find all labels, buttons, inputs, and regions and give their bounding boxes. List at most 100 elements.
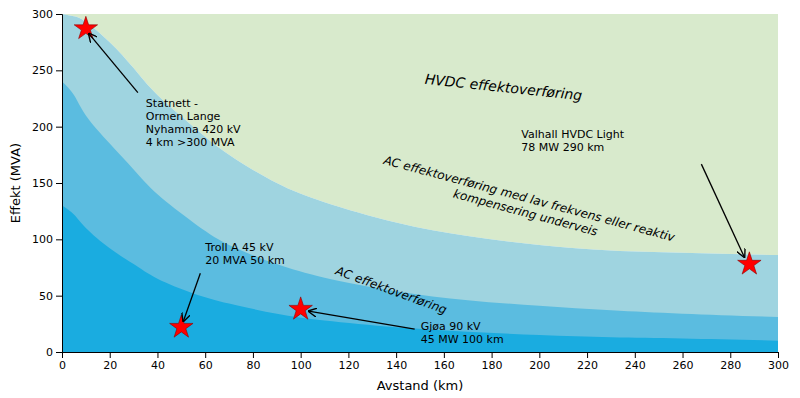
y-axis-tick-mark: [56, 183, 62, 184]
x-axis-tick-mark: [348, 352, 349, 358]
x-axis-tick: 260: [673, 352, 694, 372]
y-axis-tick-label: 100: [32, 233, 53, 246]
x-axis-tick: 280: [720, 352, 741, 372]
chart: 0 20 40 60 80 100 120 140 160 180 200 220 240 260 280 3…: [0, 0, 800, 398]
x-axis-tick-label: 0: [59, 359, 66, 372]
star-point: [289, 297, 312, 319]
x-axis-tick-mark: [778, 352, 779, 358]
annotation-label-line: Ormen Lange: [146, 110, 221, 123]
x-axis-tick-label: 240: [625, 359, 646, 372]
region-label-line: AC effektoverføring med lav frekvens ell…: [381, 153, 677, 245]
y-axis-tick-label: 50: [39, 290, 53, 303]
x-axis-tick-label: 280: [720, 359, 741, 372]
y-axis-tick: 100: [32, 233, 62, 246]
y-axis-tick: 50: [39, 290, 62, 303]
region-label-line: AC effektoverføring: [333, 263, 449, 317]
y-axis-tick: 300: [32, 8, 62, 21]
region-area: [62, 82, 778, 352]
y-axis-tick-label: 200: [32, 121, 53, 134]
annotation-label: Gjøa 90 kV45 MW 100 km: [421, 320, 504, 346]
y-axis-title: Effekt (MVA): [8, 143, 23, 223]
star-point: [74, 16, 97, 38]
x-axis-tick: 60: [199, 352, 213, 372]
x-axis-tick-mark: [683, 352, 684, 358]
x-axis-tick-mark: [444, 352, 445, 358]
x-axis-tick: 20: [103, 352, 117, 372]
x-axis-tick-label: 100: [291, 359, 312, 372]
annotation-label-line: Nyhamna 420 kV: [146, 123, 241, 136]
y-axis-tick-label: 150: [32, 177, 53, 190]
x-axis-tick-mark: [587, 352, 588, 358]
region-label-line: HVDC effektoverføring: [424, 71, 583, 103]
x-axis-tick: 200: [529, 352, 550, 372]
y-axis-tick-mark: [56, 14, 62, 15]
star-point: [738, 252, 761, 274]
plot-area: [62, 14, 778, 352]
y-axis-tick: 200: [32, 121, 62, 134]
x-axis-tick: 180: [482, 352, 503, 372]
region-label: AC effektoverføring med lav frekvens ell…: [377, 153, 677, 259]
x-axis-tick-label: 60: [199, 359, 213, 372]
x-axis-tick-label: 20: [103, 359, 117, 372]
x-axis-tick-mark: [253, 352, 254, 358]
y-axis-tick-label: 0: [46, 346, 53, 359]
annotation-arrow: [701, 164, 744, 257]
region-label-line: kompensering underveis: [452, 187, 599, 239]
annotation-label-line: Statnett -: [146, 97, 198, 110]
x-axis-tick-label: 120: [338, 359, 359, 372]
y-axis-tick-mark: [56, 127, 62, 128]
y-axis-tick-mark: [56, 239, 62, 240]
y-axis: 0 50 100 150 200 250 300: [32, 8, 63, 359]
annotation-label-line: 78 MW 290 km: [521, 141, 604, 154]
x-axis-tick: 300: [768, 352, 789, 372]
annotation-arrow: [183, 273, 200, 321]
x-axis-tick: 220: [577, 352, 598, 372]
x-axis-tick-label: 200: [529, 359, 550, 372]
x-axis-tick: 240: [625, 352, 646, 372]
y-axis-tick-mark: [56, 70, 62, 71]
x-axis-tick: 160: [434, 352, 455, 372]
annotation-label-line: 45 MW 100 km: [421, 333, 504, 346]
x-axis-tick: 40: [151, 352, 165, 372]
y-axis-tick: 0: [46, 346, 62, 359]
x-axis-tick: 120: [338, 352, 359, 372]
x-axis-tick-label: 260: [673, 359, 694, 372]
annotation-label: Valhall HVDC Light78 MW 290 km: [521, 128, 624, 154]
y-axis-tick-label: 250: [32, 64, 53, 77]
region-area: [62, 206, 778, 352]
y-axis-tick: 150: [32, 177, 62, 190]
x-axis-tick-label: 80: [246, 359, 260, 372]
y-axis-tick-mark: [56, 296, 62, 297]
annotations: HVDC effektoverføring AC effektoverføring…: [89, 34, 744, 346]
region-label: HVDC effektoverføring: [424, 71, 583, 103]
y-axis-line: [56, 15, 63, 353]
x-axis-tick: 0: [59, 352, 66, 372]
region-label: AC effektoverføring: [333, 263, 449, 317]
annotation-arrow: [309, 311, 415, 329]
x-axis-tick: 100: [291, 352, 312, 372]
x-axis-tick-mark: [730, 352, 731, 358]
x-axis-tick-label: 40: [151, 359, 165, 372]
annotation-label-line: Troll A 45 kV: [204, 241, 274, 254]
x-axis-tick-mark: [205, 352, 206, 358]
y-axis-tick: 250: [32, 64, 62, 77]
x-axis-tick-label: 160: [434, 359, 455, 372]
x-axis-tick-label: 220: [577, 359, 598, 372]
annotation-label-line: 20 MVA 50 km: [205, 254, 284, 267]
annotation-label: Statnett -Ormen LangeNyhamna 420 kV4 km …: [146, 97, 241, 150]
annotation-label-line: Valhall HVDC Light: [521, 128, 624, 141]
region-area: [62, 14, 778, 352]
y-axis-tick-label: 300: [32, 8, 53, 21]
x-axis-tick-label: 180: [482, 359, 503, 372]
annotation-arrow: [89, 34, 138, 93]
x-axis-tick-label: 300: [768, 359, 789, 372]
x-axis-tick-mark: [157, 352, 158, 358]
x-axis-tick-mark: [110, 352, 111, 358]
x-axis-tick-mark: [396, 352, 397, 358]
x-axis-tick: 80: [246, 352, 260, 372]
x-axis-tick-label: 140: [386, 359, 407, 372]
star-point: [170, 315, 193, 337]
x-axis-tick-mark: [635, 352, 636, 358]
x-axis-tick: 140: [386, 352, 407, 372]
annotation-label: Troll A 45 kV20 MVA 50 km: [204, 241, 284, 267]
